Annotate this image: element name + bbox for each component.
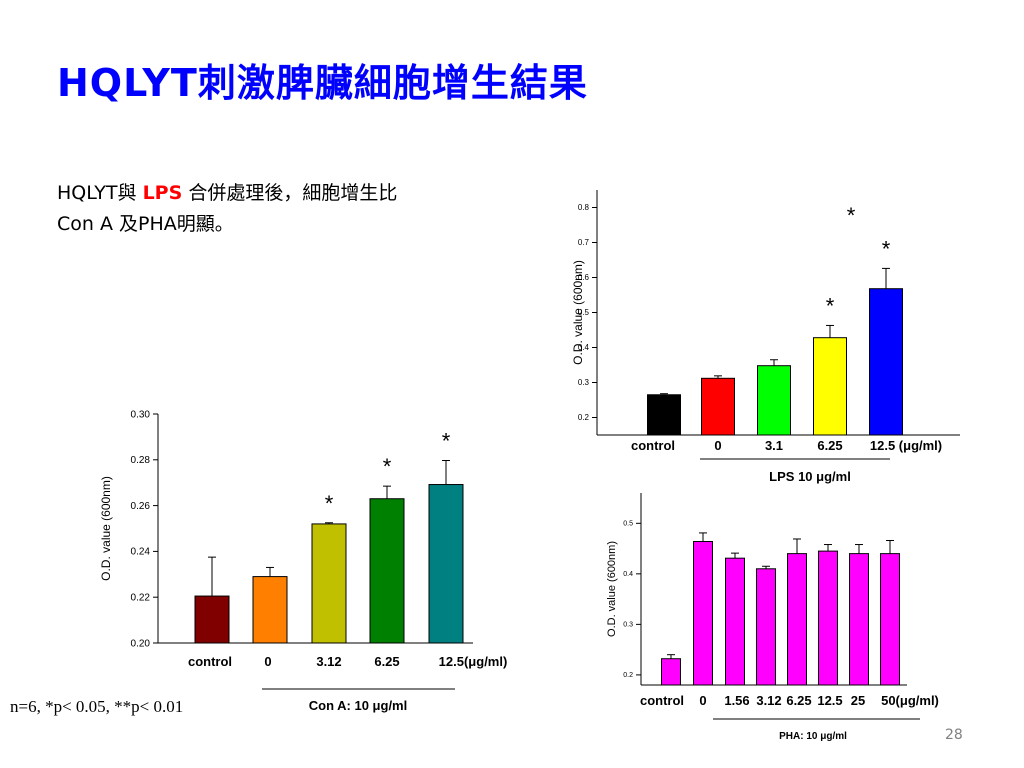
bar xyxy=(252,576,288,644)
bar xyxy=(311,523,347,644)
description-suffix: 合併處理後，細胞增生比 xyxy=(188,182,398,204)
significance-star: * xyxy=(442,428,451,453)
slide-title: HQLYT刺激脾臟細胞增生結果 xyxy=(57,61,588,105)
y-axis-label: O.D. value (600nm) xyxy=(606,541,618,637)
y-tick-label: 0.22 xyxy=(131,593,151,604)
y-tick-label: 0.24 xyxy=(131,547,151,558)
bar xyxy=(693,541,713,686)
bar xyxy=(813,337,847,436)
description-prefix: HQLYT與 xyxy=(57,182,137,204)
y-tick-label: 0.30 xyxy=(131,409,151,420)
x-category-label: 25 xyxy=(851,693,865,708)
x-category-label: control xyxy=(640,693,684,708)
y-tick-label: 0.5 xyxy=(623,521,633,528)
x-category-label: 6.25 xyxy=(786,693,811,708)
y-tick-label: 0.3 xyxy=(623,622,633,629)
description-highlight: LPS xyxy=(142,182,183,204)
bar xyxy=(647,394,681,436)
y-tick-label: 0.6 xyxy=(578,273,590,282)
x-category-label: 3.12 xyxy=(756,693,781,708)
y-tick-label: 0.20 xyxy=(131,638,151,649)
x-category-label: 3.1 xyxy=(765,438,783,453)
footnote: n=6, *p< 0.05, **p< 0.01 xyxy=(10,697,184,716)
x-category-label: control xyxy=(631,438,675,453)
y-tick-label: 0.8 xyxy=(578,203,590,212)
x-category-label: control xyxy=(188,654,232,669)
x-category-label: 3.12 xyxy=(316,654,341,669)
significance-star: * xyxy=(847,203,856,228)
description-line-1: HQLYT與 LPS 合併處理後，細胞增生比 xyxy=(57,178,397,205)
y-tick-label: 0.7 xyxy=(578,238,590,247)
y-axis-label: O.D. value (600nm) xyxy=(571,260,585,365)
x-category-label: 12.5 xyxy=(817,693,842,708)
bar xyxy=(194,595,230,644)
group-label: PHA: 10 μg/ml xyxy=(779,731,847,742)
bar xyxy=(757,365,791,436)
bar xyxy=(725,557,745,686)
x-category-label: 12.5 (μg/ml) xyxy=(870,438,942,453)
pha-chart: 0.2 0.3 0.4 0.5 O.D. value (600nm) control 0 1.… xyxy=(606,493,939,742)
x-category-label: 12.5(μg/ml) xyxy=(439,654,508,669)
page-number: 28 xyxy=(945,727,963,743)
description-line-2: Con A 及PHA明顯。 xyxy=(57,213,234,235)
y-tick-label: 0.2 xyxy=(623,672,633,679)
y-tick-label: 0.28 xyxy=(131,455,151,466)
x-category-label: 50(μg/ml) xyxy=(881,693,939,708)
significance-star: * xyxy=(882,236,891,261)
group-label: LPS 10 μg/ml xyxy=(769,469,851,484)
bar xyxy=(661,658,681,686)
x-category-label: 0 xyxy=(699,693,706,708)
significance-star: * xyxy=(325,491,334,516)
bar xyxy=(369,498,405,644)
y-tick-label: 0.2 xyxy=(578,413,590,422)
significance-star: * xyxy=(826,293,835,318)
group-label: Con A: 10 μg/ml xyxy=(309,698,407,713)
lps-chart: 0.2 0.3 0.4 0.5 0.6 0.7 0.8 O.D. value (600nm) *… xyxy=(571,190,960,484)
x-category-label: 6.25 xyxy=(374,654,399,669)
bar xyxy=(756,568,776,686)
bar xyxy=(428,484,464,644)
significance-star: * xyxy=(383,454,392,479)
bar xyxy=(818,550,838,686)
y-axis-label: O.D. value (600nm) xyxy=(99,476,113,581)
y-tick-label: 0.3 xyxy=(578,378,590,387)
bar xyxy=(869,288,903,436)
cona-chart: 0.20 0.22 0.24 0.26 0.28 0.30 O.D. value (600n… xyxy=(99,409,508,713)
x-category-label: 0 xyxy=(264,654,271,669)
y-tick-label: 0.4 xyxy=(623,571,633,578)
y-tick-label: 0.5 xyxy=(578,308,590,317)
bar xyxy=(849,553,869,686)
bar xyxy=(880,553,900,686)
y-tick-label: 0.4 xyxy=(578,343,590,352)
y-tick-label: 0.26 xyxy=(131,501,151,512)
x-category-label: 0 xyxy=(714,438,721,453)
bar xyxy=(701,377,735,436)
x-category-label: 1.56 xyxy=(724,693,749,708)
x-category-label: 6.25 xyxy=(817,438,842,453)
bar xyxy=(787,553,807,686)
